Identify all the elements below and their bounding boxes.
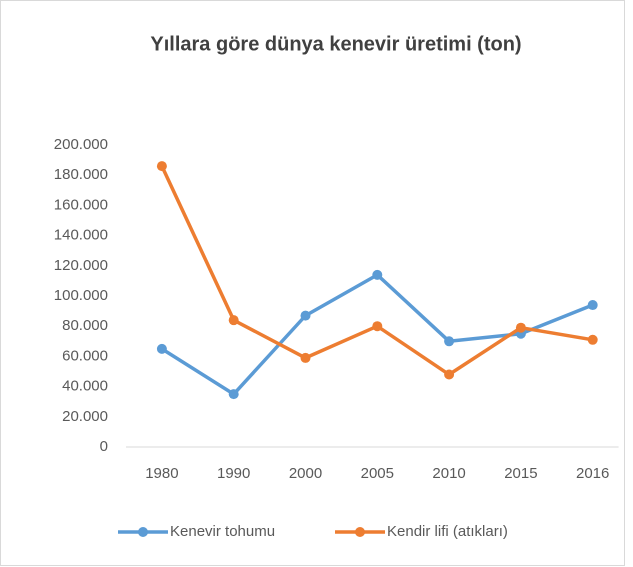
y-tick-label: 0 — [100, 438, 108, 455]
y-tick-label: 200.000 — [54, 136, 108, 153]
point — [587, 334, 598, 345]
y-tick-label: 100.000 — [54, 287, 108, 304]
x-tick-label: 1990 — [217, 465, 250, 482]
point — [372, 321, 383, 332]
x-tick-label: 2015 — [504, 465, 537, 482]
point — [444, 369, 455, 380]
y-tick-label: 160.000 — [54, 196, 108, 213]
point — [156, 343, 167, 354]
point — [444, 336, 455, 347]
legend-label: Kenevir tohumu — [170, 523, 275, 540]
y-tick-label: 60.000 — [62, 347, 108, 364]
y-tick-label: 120.000 — [54, 257, 108, 274]
point — [228, 315, 239, 326]
point — [587, 300, 598, 311]
chart-title: Yıllara göre dünya kenevir üretimi (ton) — [150, 33, 521, 55]
y-tick-label: 80.000 — [62, 317, 108, 334]
x-tick-label: 1980 — [145, 465, 178, 482]
legend-marker — [138, 527, 148, 537]
x-tick-label: 2005 — [361, 465, 394, 482]
point — [372, 269, 383, 280]
x-tick-label: 2000 — [289, 465, 322, 482]
x-tick-label: 2016 — [576, 465, 609, 482]
point — [300, 352, 311, 363]
y-tick-label: 20.000 — [62, 408, 108, 425]
y-tick-label: 140.000 — [54, 227, 108, 244]
legend-label: Kendir lifi (atıkları) — [387, 523, 508, 540]
y-tick-label: 180.000 — [54, 166, 108, 183]
point — [515, 322, 526, 333]
point — [156, 161, 167, 172]
point — [228, 389, 239, 400]
y-tick-label: 40.000 — [62, 378, 108, 395]
x-tick-label: 2010 — [432, 465, 465, 482]
point — [300, 310, 311, 321]
legend-marker — [355, 527, 365, 537]
